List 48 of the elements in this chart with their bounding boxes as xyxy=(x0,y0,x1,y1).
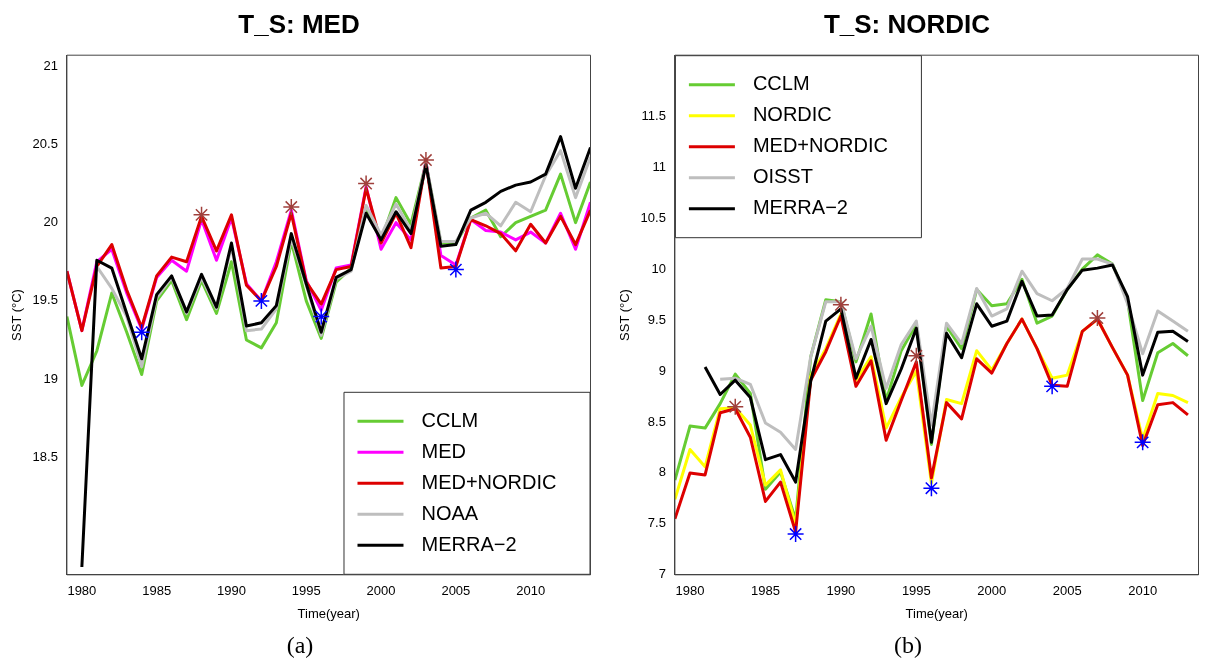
y-tick-label: 19 xyxy=(43,370,58,386)
legend-label: MED+NORDIC xyxy=(752,134,888,157)
legend-label: MED xyxy=(421,439,466,462)
x-tick-label: 1990 xyxy=(217,583,246,599)
y-tick-label: 8.5 xyxy=(647,413,666,429)
y-tick-label: 9 xyxy=(658,362,666,378)
text: (a) xyxy=(285,632,315,659)
y-tick-label: 11 xyxy=(652,158,666,174)
y-tick-label: 20.5 xyxy=(32,135,58,151)
x-tick-label: 1980 xyxy=(67,583,97,599)
x-tick-label: 1985 xyxy=(750,583,780,599)
y-tick-label: 11.5 xyxy=(641,107,666,123)
x-tick-label: 1985 xyxy=(142,583,172,599)
x-tick-label: 2010 xyxy=(1128,583,1158,599)
legend-label: MED+NORDIC xyxy=(421,470,557,493)
legend-label: NOAA xyxy=(421,501,479,524)
legend-label: CCLM xyxy=(752,72,810,95)
x-tick-label: 1995 xyxy=(901,583,931,599)
x-tick-label: 2000 xyxy=(977,583,1007,599)
y-tick-label: 18.5 xyxy=(32,449,58,464)
legend-label: OISST xyxy=(752,165,813,188)
legend-label: MERRA−2 xyxy=(421,532,517,555)
x-tick-label: 2010 xyxy=(516,583,546,599)
x-tick-label: 1995 xyxy=(291,583,321,599)
x-tick-label: 2005 xyxy=(441,583,471,599)
chart-title: T_S: MED xyxy=(238,8,360,39)
y-axis-title: SST (°C) xyxy=(617,289,633,341)
x-axis-title: Time(year) xyxy=(297,605,360,621)
x-tick-label: 2000 xyxy=(366,583,396,599)
x-tick-label: 1990 xyxy=(826,583,856,599)
y-tick-label: 9.5 xyxy=(647,311,666,327)
y-axis-title: SST (°C) xyxy=(9,289,25,341)
y-tick-label: 7 xyxy=(658,566,666,582)
y-tick-label: 20 xyxy=(43,214,58,230)
y-tick-label: 10 xyxy=(651,260,666,276)
text: (b) xyxy=(893,632,923,659)
y-tick-label: 8 xyxy=(658,464,666,480)
legend-label: NORDIC xyxy=(752,103,832,126)
x-tick-label: 2005 xyxy=(1052,583,1082,599)
y-tick-label: 21 xyxy=(43,57,58,73)
chart-title: T_S: NORDIC xyxy=(823,8,991,39)
y-tick-label: 7.5 xyxy=(647,515,666,531)
legend-label: MERRA−2 xyxy=(752,196,848,219)
y-tick-label: 10.5 xyxy=(640,209,666,225)
x-tick-label: 1980 xyxy=(675,583,705,599)
legend-label: CCLM xyxy=(421,408,479,431)
y-tick-label: 19.5 xyxy=(32,292,58,308)
x-axis-title: Time(year) xyxy=(905,605,968,621)
